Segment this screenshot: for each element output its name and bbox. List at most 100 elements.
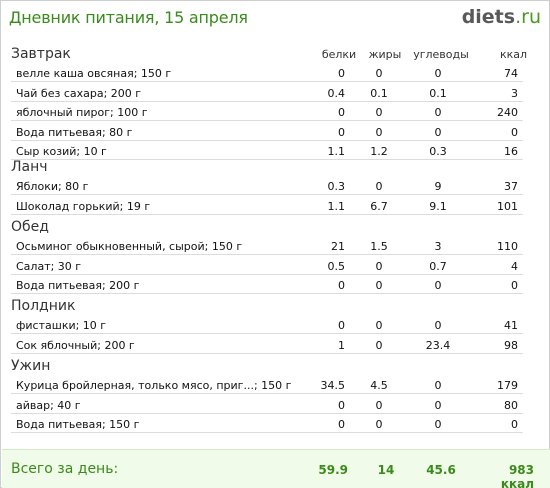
- total-carbs: 45.6: [426, 463, 456, 477]
- food-protein: 0.4: [327, 86, 346, 100]
- food-carbs: 0.1: [429, 86, 447, 100]
- food-protein: 0: [338, 279, 345, 292]
- site-logo[interactable]: diets.ru: [462, 6, 541, 28]
- food-carbs: 9.1: [429, 199, 447, 213]
- food-protein: 0.3: [327, 180, 346, 193]
- food-fat: 0: [375, 338, 383, 352]
- food-fat: 0: [375, 279, 383, 292]
- food-name[interactable]: яблочный пирог; 100 г: [16, 106, 148, 119]
- food-name[interactable]: Вода питьевая; 150 г: [16, 418, 140, 431]
- page-title: Дневник питания, 15 апреля: [9, 8, 248, 27]
- food-carbs: 0: [434, 106, 442, 119]
- food-name[interactable]: фисташки; 10 г: [16, 319, 107, 332]
- food-row: айвар; 40 г 0 0 0 80: [11, 398, 523, 414]
- section-title: Ланч: [11, 159, 48, 175]
- food-carbs: 0.3: [429, 145, 447, 158]
- food-fat: 0: [375, 398, 383, 412]
- column-protein: белки: [321, 48, 357, 61]
- food-name[interactable]: Чай без сахара; 200 г: [16, 86, 142, 100]
- column-kcal: ккал: [499, 48, 527, 61]
- food-fat: 0: [375, 180, 383, 193]
- food-carbs: 0.7: [429, 259, 447, 273]
- food-name[interactable]: Сок яблочный; 200 г: [16, 338, 135, 352]
- food-kcal: 101: [497, 199, 518, 213]
- food-name[interactable]: Вода питьевая; 200 г: [16, 279, 140, 292]
- food-protein: 0: [338, 398, 345, 412]
- food-kcal: 74: [504, 67, 518, 80]
- food-name[interactable]: Курица бройлерная, только мясо, приг...;…: [16, 379, 292, 392]
- total-fat: 14: [377, 463, 395, 477]
- food-name[interactable]: Шоколад горький; 19 г: [16, 199, 151, 213]
- food-fat: 0.1: [370, 86, 388, 100]
- food-kcal: 240: [497, 106, 518, 119]
- food-carbs: 0: [434, 319, 442, 332]
- food-protein: 34.5: [320, 379, 346, 392]
- food-carbs: 0: [434, 125, 442, 139]
- food-kcal: 98: [504, 338, 518, 352]
- food-row: Курица бройлерная, только мясо, приг...;…: [11, 378, 523, 394]
- food-protein: 21: [331, 240, 345, 253]
- food-kcal: 80: [504, 398, 518, 412]
- food-carbs: 23.4: [425, 338, 451, 352]
- food-carbs: 9: [434, 180, 442, 193]
- food-kcal: 0: [511, 418, 518, 431]
- food-row: Яблоки; 80 г 0.3 0 9 37: [11, 179, 523, 195]
- column-carbs: углеводы: [413, 48, 469, 61]
- food-fat: 0: [375, 125, 383, 139]
- food-fat: 0: [375, 418, 383, 431]
- food-kcal: 110: [497, 240, 518, 253]
- food-row: фисташки; 10 г 0 0 0 41: [11, 318, 523, 334]
- logo-brand: diets: [461, 6, 516, 28]
- food-kcal: 4: [511, 259, 518, 273]
- header: Дневник питания, 15 апреля diets.ru: [7, 6, 545, 30]
- food-fat: 1.2: [370, 145, 388, 158]
- total-label: Всего за день:: [11, 461, 119, 477]
- food-row: Осьминог обыкновенный, сырой; 150 г 21 1.5…: [11, 239, 523, 255]
- food-kcal: 0: [511, 279, 518, 292]
- section-title: Ужин: [11, 358, 51, 374]
- food-row: Сок яблочный; 200 г 1 0 23.4 98: [11, 338, 523, 354]
- food-protein: 0: [338, 125, 345, 139]
- food-fat: 0: [375, 67, 383, 80]
- food-carbs: 0: [434, 398, 442, 412]
- food-kcal: 37: [504, 180, 518, 193]
- food-kcal: 0: [511, 125, 518, 139]
- day-total: Всего за день: 59.9 14 45.6 983 ккал: [2, 449, 550, 488]
- food-row: Салат; 30 г 0.5 0 0.7 4: [11, 259, 523, 275]
- section-title: Обед: [11, 219, 49, 235]
- section-title: Завтрак: [11, 46, 71, 62]
- food-protein: 1.1: [327, 199, 346, 213]
- food-name[interactable]: Вода питьевая; 80 г: [16, 125, 133, 139]
- food-fat: 1.5: [370, 240, 388, 253]
- food-carbs: 0: [434, 379, 442, 392]
- food-protein: 0: [338, 106, 345, 119]
- column-fat: жиры: [368, 48, 402, 61]
- logo-tld: .ru: [515, 6, 541, 28]
- food-name[interactable]: Яблоки; 80 г: [16, 180, 89, 193]
- food-fat: 6.7: [370, 199, 388, 213]
- food-carbs: 0: [434, 418, 442, 431]
- food-kcal: 3: [511, 86, 518, 100]
- food-protein: 0: [338, 319, 345, 332]
- food-name[interactable]: Салат; 30 г: [16, 259, 82, 273]
- food-row: яблочный пирог; 100 г 0 0 0 240: [11, 105, 523, 121]
- food-row: Шоколад горький; 19 г 1.1 6.7 9.1 101: [11, 199, 523, 215]
- food-protein: 1.1: [327, 145, 346, 158]
- food-name[interactable]: Осьминог обыкновенный, сырой; 150 г: [16, 240, 243, 253]
- food-protein: 1: [338, 338, 345, 352]
- food-row: велле каша овсяная; 150 г 0 0 0 74: [11, 66, 523, 82]
- food-fat: 0: [375, 106, 383, 119]
- column-headers: белки жиры углеводы ккал: [1, 48, 550, 64]
- food-protein: 0: [338, 418, 345, 431]
- food-name[interactable]: велле каша овсяная; 150 г: [16, 67, 172, 80]
- food-row: Чай без сахара; 200 г 0.4 0.1 0.1 3: [11, 86, 523, 102]
- food-name[interactable]: Сыр козий; 10 г: [16, 145, 107, 158]
- food-kcal: 16: [504, 145, 518, 158]
- food-carbs: 0: [434, 279, 442, 292]
- section-title: Полдник: [11, 298, 76, 314]
- food-fat: 0: [375, 319, 383, 332]
- food-row: Сыр козий; 10 г 1.1 1.2 0.3 16: [11, 144, 523, 160]
- food-kcal: 41: [504, 319, 518, 332]
- food-name[interactable]: айвар; 40 г: [16, 398, 81, 412]
